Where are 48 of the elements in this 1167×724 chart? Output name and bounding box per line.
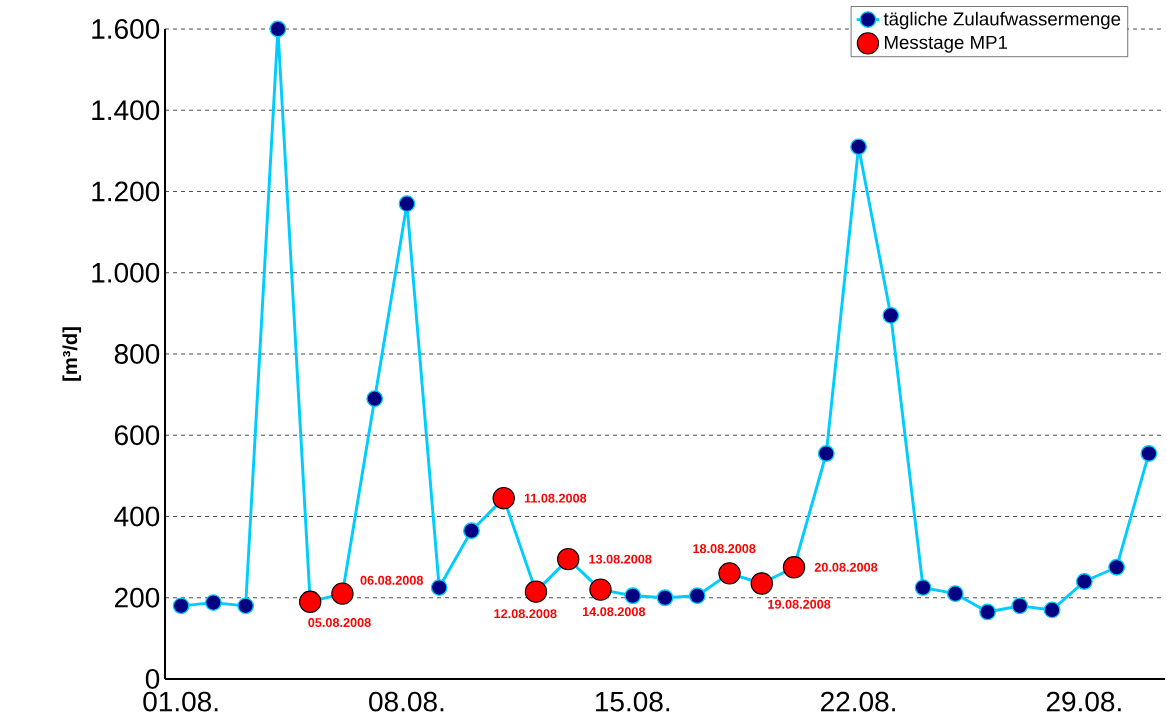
point [237,597,255,615]
data-label: 06.08.2008 [360,575,424,585]
point [463,522,480,540]
x-tick-label: 15.08. [595,691,670,712]
y-axis-title: [m³/d] [62,327,82,381]
point [1011,597,1029,615]
data-label: 13.08.2008 [589,554,652,564]
data-label: 20.08.2008 [814,562,878,572]
y-tick-label: 1.600 [92,19,160,39]
point [430,579,448,596]
data-label: 18.08.2008 [693,544,756,554]
point [850,138,867,156]
x-tick-label: 22.08. [821,691,895,712]
point [656,589,674,607]
point [979,603,996,621]
y-tick-label: 0 [145,669,160,689]
point [1075,573,1093,590]
point [946,585,964,603]
point [204,594,222,612]
point [269,20,287,38]
point [172,597,190,615]
point [1108,558,1126,576]
y-tick-label: 1.400 [92,100,160,121]
x-tick-label: 08.08. [369,691,444,712]
point [624,587,642,605]
point [1140,445,1158,462]
point [688,587,706,605]
y-tick-label: 1.200 [92,181,160,202]
legend-label: tägliche Zulaufwassermenge [883,11,1121,30]
point [882,306,900,324]
data-label: 11.08.2008 [524,493,587,503]
point [914,579,932,596]
data-label: 12.08.2008 [494,609,557,619]
legend-label: Messtage MP1 [884,35,1008,53]
x-tick-label: 29.08. [1046,691,1121,712]
data-label: 19.08.2008 [768,599,831,609]
data-label: 14.08.2008 [582,607,646,617]
y-tick-label: 400 [114,506,160,527]
point [366,390,384,408]
point [1043,601,1061,619]
x-tick-label: 01.08. [143,691,218,712]
data-label: 05.08.2008 [308,618,371,628]
point [817,445,835,462]
y-tick-label: 600 [115,425,160,446]
y-tick-label: 200 [114,587,160,608]
y-tick-label: 1.000 [92,262,160,283]
y-tick-label: 800 [114,344,160,364]
point [398,195,416,213]
